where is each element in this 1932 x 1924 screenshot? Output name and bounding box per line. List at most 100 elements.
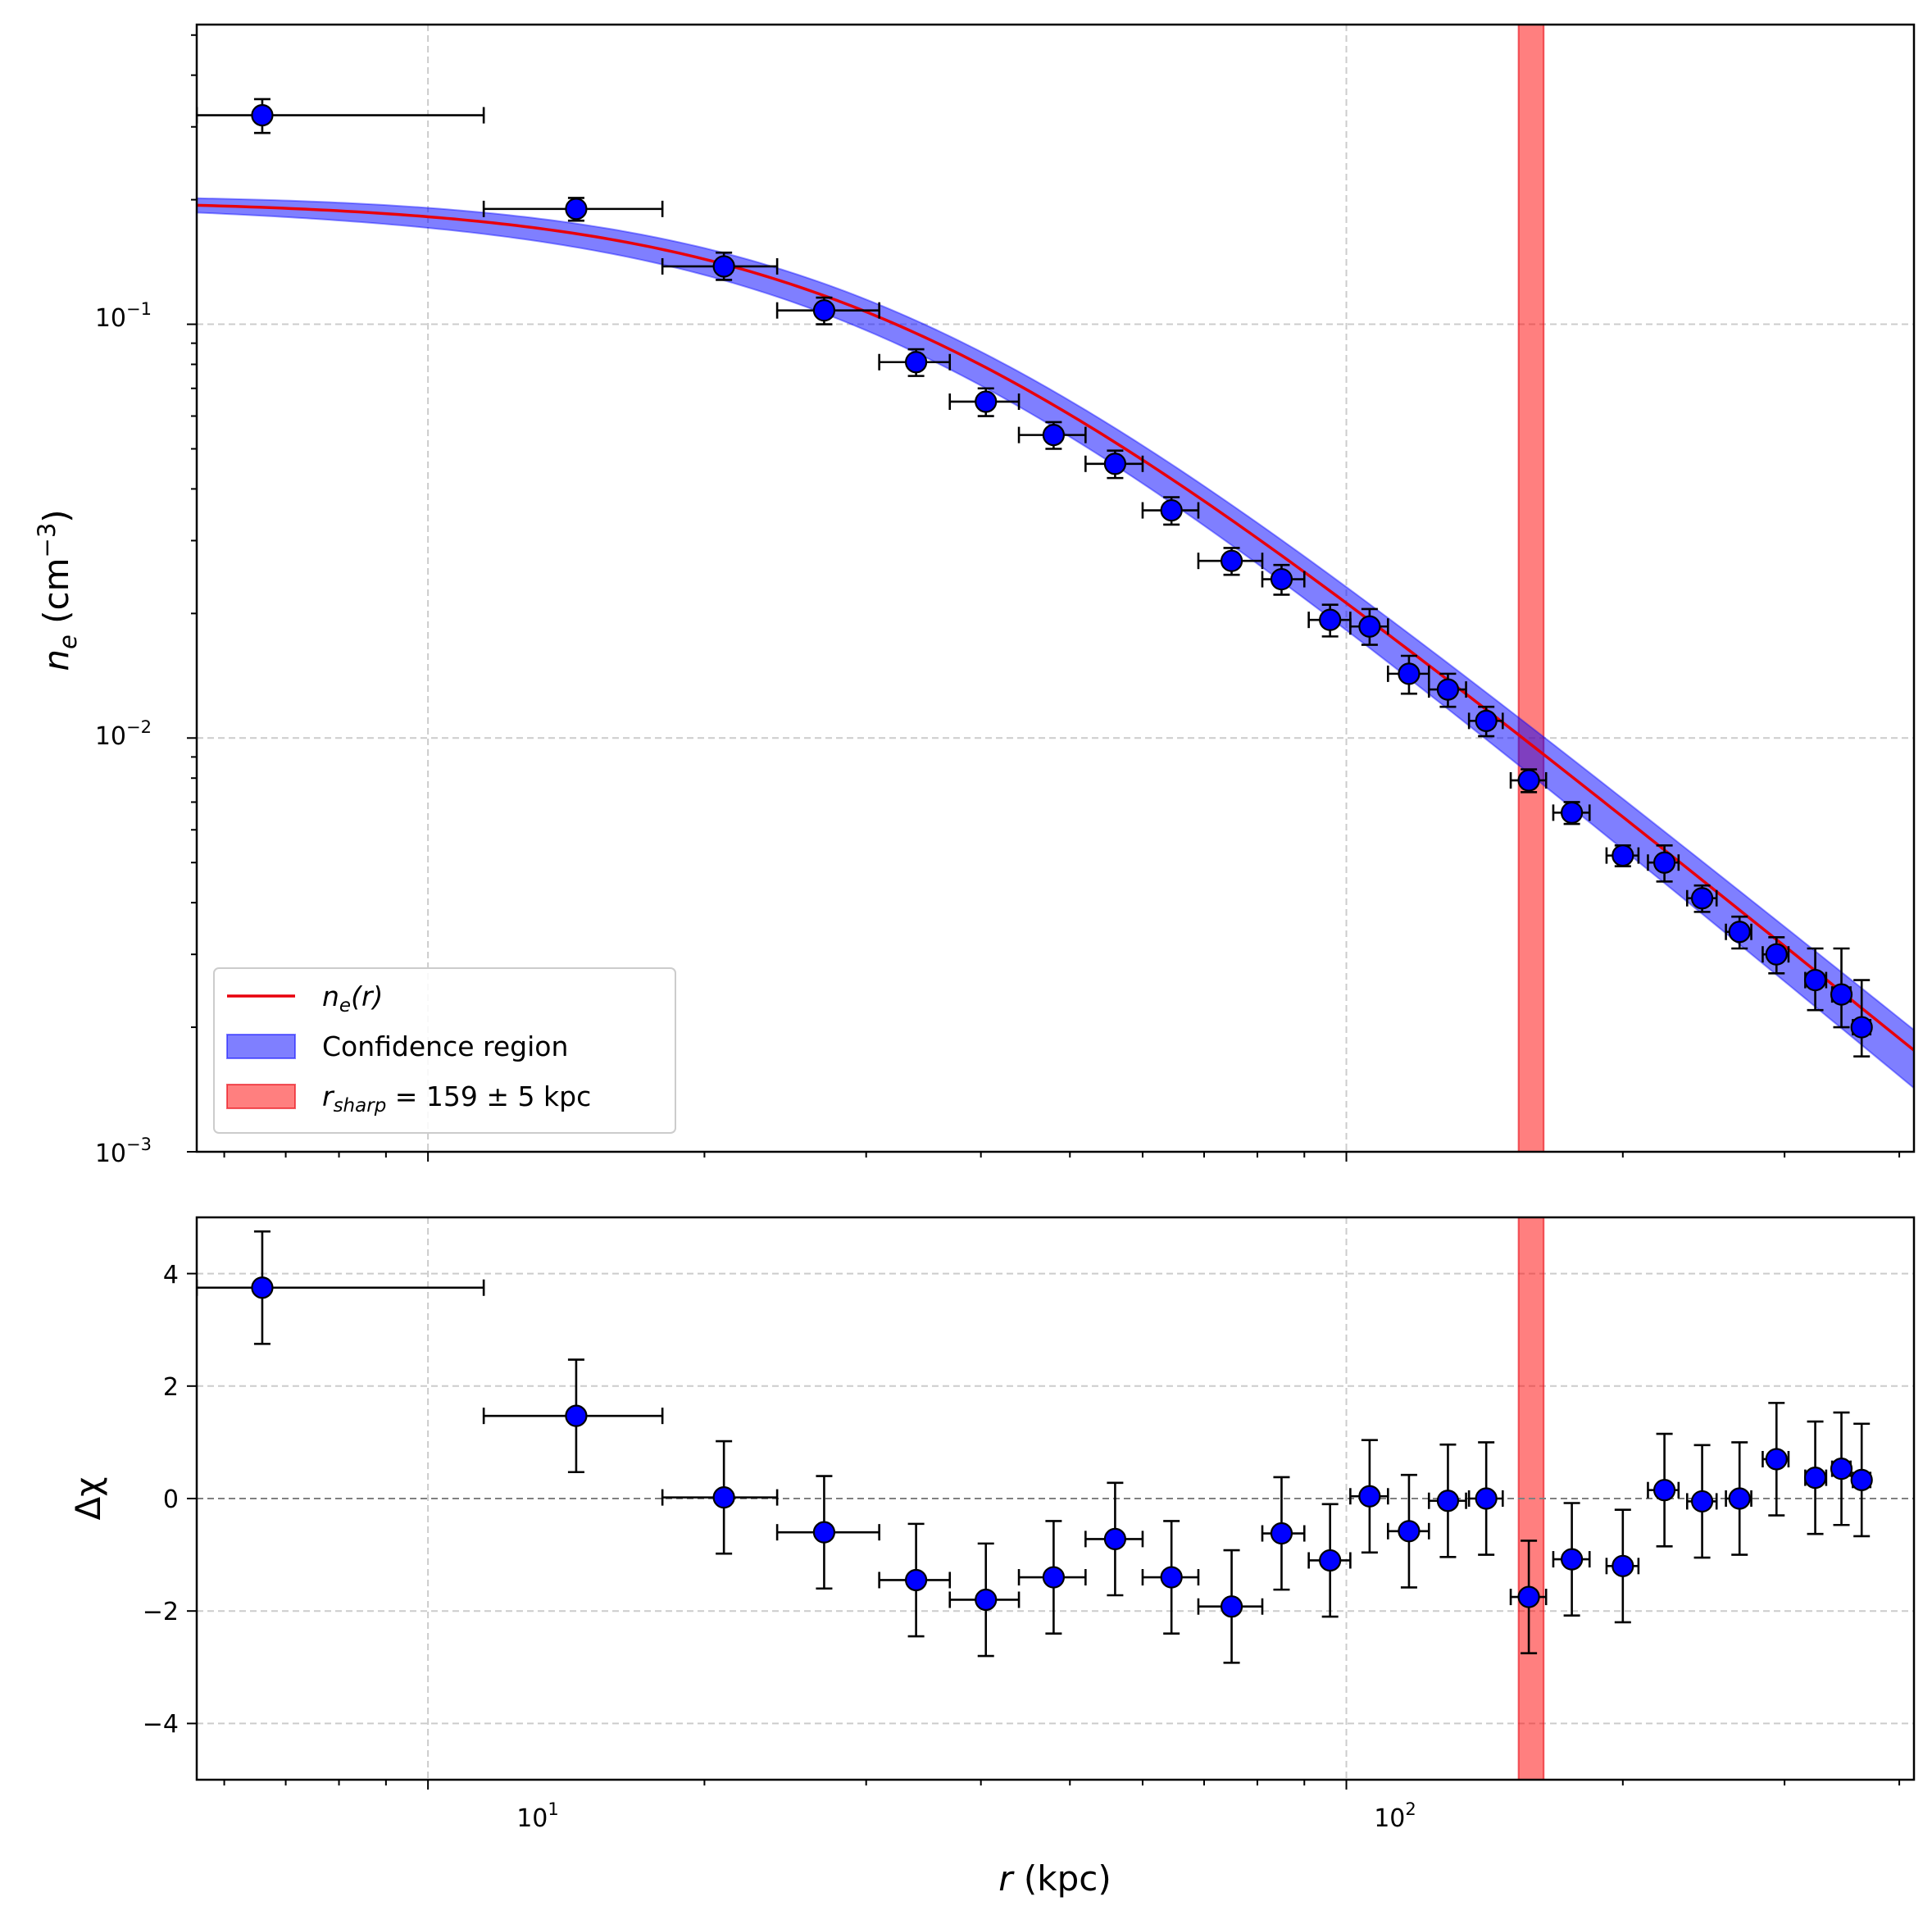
density-point	[1307, 603, 1352, 638]
data-marker	[1270, 1521, 1293, 1545]
density-point	[1387, 654, 1430, 695]
residual-point	[775, 1475, 880, 1590]
residual-point	[1850, 1422, 1873, 1538]
density-point	[1552, 801, 1591, 826]
data-marker	[1436, 1490, 1460, 1512]
residual-point	[1141, 1520, 1200, 1635]
data-marker	[1850, 1016, 1873, 1039]
data-marker	[1220, 1595, 1243, 1618]
residual-point	[1762, 1402, 1790, 1517]
data-marker	[565, 198, 588, 221]
density-point	[1803, 947, 1828, 1012]
legend-band-label: rsharp = 159 ± 5 kpc	[322, 1080, 591, 1117]
top-panel: 10−1 10−2 10−3 ne (cm−3) ne(r) Confidenc…	[33, 23, 1916, 1168]
data-marker	[975, 390, 998, 413]
data-marker	[712, 255, 735, 278]
data-marker	[1319, 608, 1342, 631]
data-marker	[251, 1276, 274, 1299]
data-marker	[1652, 1479, 1676, 1502]
data-marker	[812, 1521, 836, 1544]
density-point	[1830, 947, 1853, 1029]
ytick-label-0.001: 10−3	[95, 1135, 152, 1168]
top-plot-area	[197, 25, 1914, 1152]
residual-point	[1685, 1444, 1718, 1559]
residual-point	[1349, 1439, 1389, 1554]
data-marker	[1803, 968, 1827, 992]
data-marker	[1160, 1566, 1183, 1589]
data-marker	[1690, 887, 1714, 910]
legend-confidence-label: Confidence region	[322, 1030, 568, 1062]
density-point	[775, 296, 880, 325]
bottom-grid	[197, 1217, 1914, 1780]
data-marker	[1728, 921, 1751, 944]
data-marker	[1319, 1549, 1342, 1572]
data-marker	[251, 103, 274, 127]
residual-point	[1830, 1411, 1853, 1526]
residual-point	[1467, 1441, 1504, 1556]
density-point	[1467, 705, 1504, 738]
bottom-ylabel: Δχ	[68, 1477, 108, 1521]
data-marker	[1475, 709, 1498, 732]
data-marker	[1220, 549, 1243, 572]
data-marker	[1803, 1467, 1827, 1490]
density-point	[1261, 563, 1306, 596]
data-marker	[975, 1588, 998, 1612]
data-marker	[1612, 844, 1634, 867]
residual-point	[1509, 1540, 1548, 1654]
density-point	[1017, 421, 1087, 450]
ytick-label-0.1: 10−1	[95, 299, 152, 333]
residual-point	[1803, 1420, 1828, 1535]
ytick-label-4: 4	[163, 1261, 179, 1289]
ytick-label-neg4: −4	[143, 1710, 179, 1739]
residual-point	[661, 1440, 779, 1555]
data-marker	[1517, 1585, 1540, 1608]
density-point	[948, 387, 1021, 417]
data-marker	[1561, 801, 1584, 824]
data-marker	[1850, 1468, 1873, 1491]
data-marker	[905, 351, 928, 374]
legend-confidence-swatch	[226, 1034, 296, 1059]
model-line	[197, 203, 1914, 1052]
legend-band-swatch	[226, 1084, 296, 1109]
data-marker	[1270, 567, 1293, 591]
data-marker	[1398, 1520, 1421, 1543]
density-point	[1084, 449, 1144, 480]
residual-point	[482, 1358, 664, 1474]
residual-point	[1725, 1441, 1752, 1556]
density-point	[1685, 884, 1718, 913]
density-point	[1725, 915, 1752, 950]
residual-point	[878, 1522, 952, 1638]
data-marker	[1042, 1566, 1065, 1589]
bottom-ytick-labels: 4 2 0 −2 −4	[143, 1261, 179, 1739]
data-marker	[1830, 983, 1853, 1006]
density-point	[1850, 979, 1873, 1058]
residual-point	[1387, 1473, 1430, 1589]
ytick-label-2: 2	[163, 1373, 179, 1402]
data-marker	[1765, 1448, 1788, 1471]
data-marker	[1358, 615, 1381, 638]
density-point	[1605, 844, 1640, 867]
data-marker	[1436, 678, 1460, 701]
bottom-axes-frame	[195, 1216, 1916, 1781]
top-ytick-labels: 10−1 10−2 10−3	[95, 299, 152, 1168]
data-marker	[1358, 1485, 1381, 1508]
residual-point	[1427, 1443, 1467, 1558]
xtick-label-100: 102	[1374, 1799, 1416, 1833]
data-marker	[812, 299, 836, 322]
top-axes-frame	[195, 23, 1916, 1153]
xlabel: r (kpc)	[998, 1858, 1111, 1899]
legend: ne(r) Confidence region rsharp = 159 ± 5…	[213, 967, 676, 1134]
density-point	[661, 251, 779, 281]
bottom-panel: 4 2 0 −2 −4 101 102 Δχ r (kpc)	[68, 1216, 1916, 1899]
residual-point	[1084, 1481, 1144, 1597]
residual-point	[1261, 1476, 1306, 1591]
data-marker	[1517, 769, 1540, 792]
residual-data-points	[197, 1230, 1873, 1664]
density-point	[1141, 496, 1200, 526]
xtick-label-10: 101	[516, 1799, 559, 1833]
data-marker	[712, 1486, 735, 1509]
density-point	[1509, 768, 1548, 794]
density-point	[1647, 844, 1680, 883]
data-marker	[1765, 943, 1788, 966]
